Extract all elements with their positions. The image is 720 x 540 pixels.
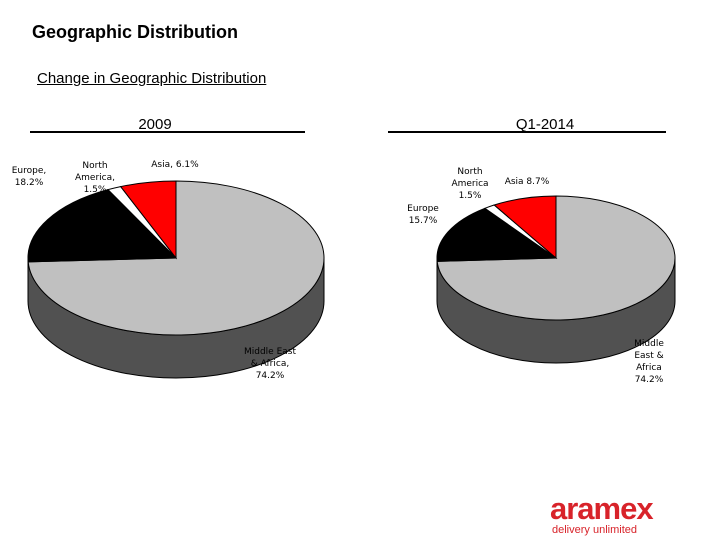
slice-label-middle-east-africa-2009: Middle East & Africa, 74.2% [243,347,296,381]
logo-tagline: delivery unlimited [552,524,637,536]
pie-chart-2009 [27,180,325,379]
aramex-logo: aramex delivery unlimited [550,491,690,536]
slice-label-north-america-2009: North America, 1.5% [75,161,115,195]
pie-slice-europe [27,189,178,263]
pie-slice-asia [493,195,557,260]
pie-slice-europe [436,207,558,262]
page-title: Geographic Distribution [32,22,239,42]
slice-label-asia-2009: Asia, 6.1% [151,160,199,170]
chart-title-2009: 2009 [138,116,172,133]
chart-title-q1-2014: Q1-2014 [515,116,575,133]
slice-label-north-america-q1-2014: North America 1.5% [451,167,489,201]
chart-title-rule-q1-2014 [388,131,666,133]
chart-title-rule-2009 [30,131,305,133]
slice-label-middle-east-africa-q1-2014: Middle East & Africa 74.2% [634,339,664,385]
pie-slice-asia [119,180,177,260]
slice-label-europe-q1-2014: Europe 15.7% [407,204,439,226]
slice-label-europe-2009: Europe, 18.2% [11,166,47,188]
logo-wordmark: aramex [550,491,654,526]
slice-label-asia-q1-2014: Asia 8.7% [504,177,550,187]
page-subtitle: Change in Geographic Distribution [37,70,267,87]
pie-chart-q1-2014 [436,195,676,364]
